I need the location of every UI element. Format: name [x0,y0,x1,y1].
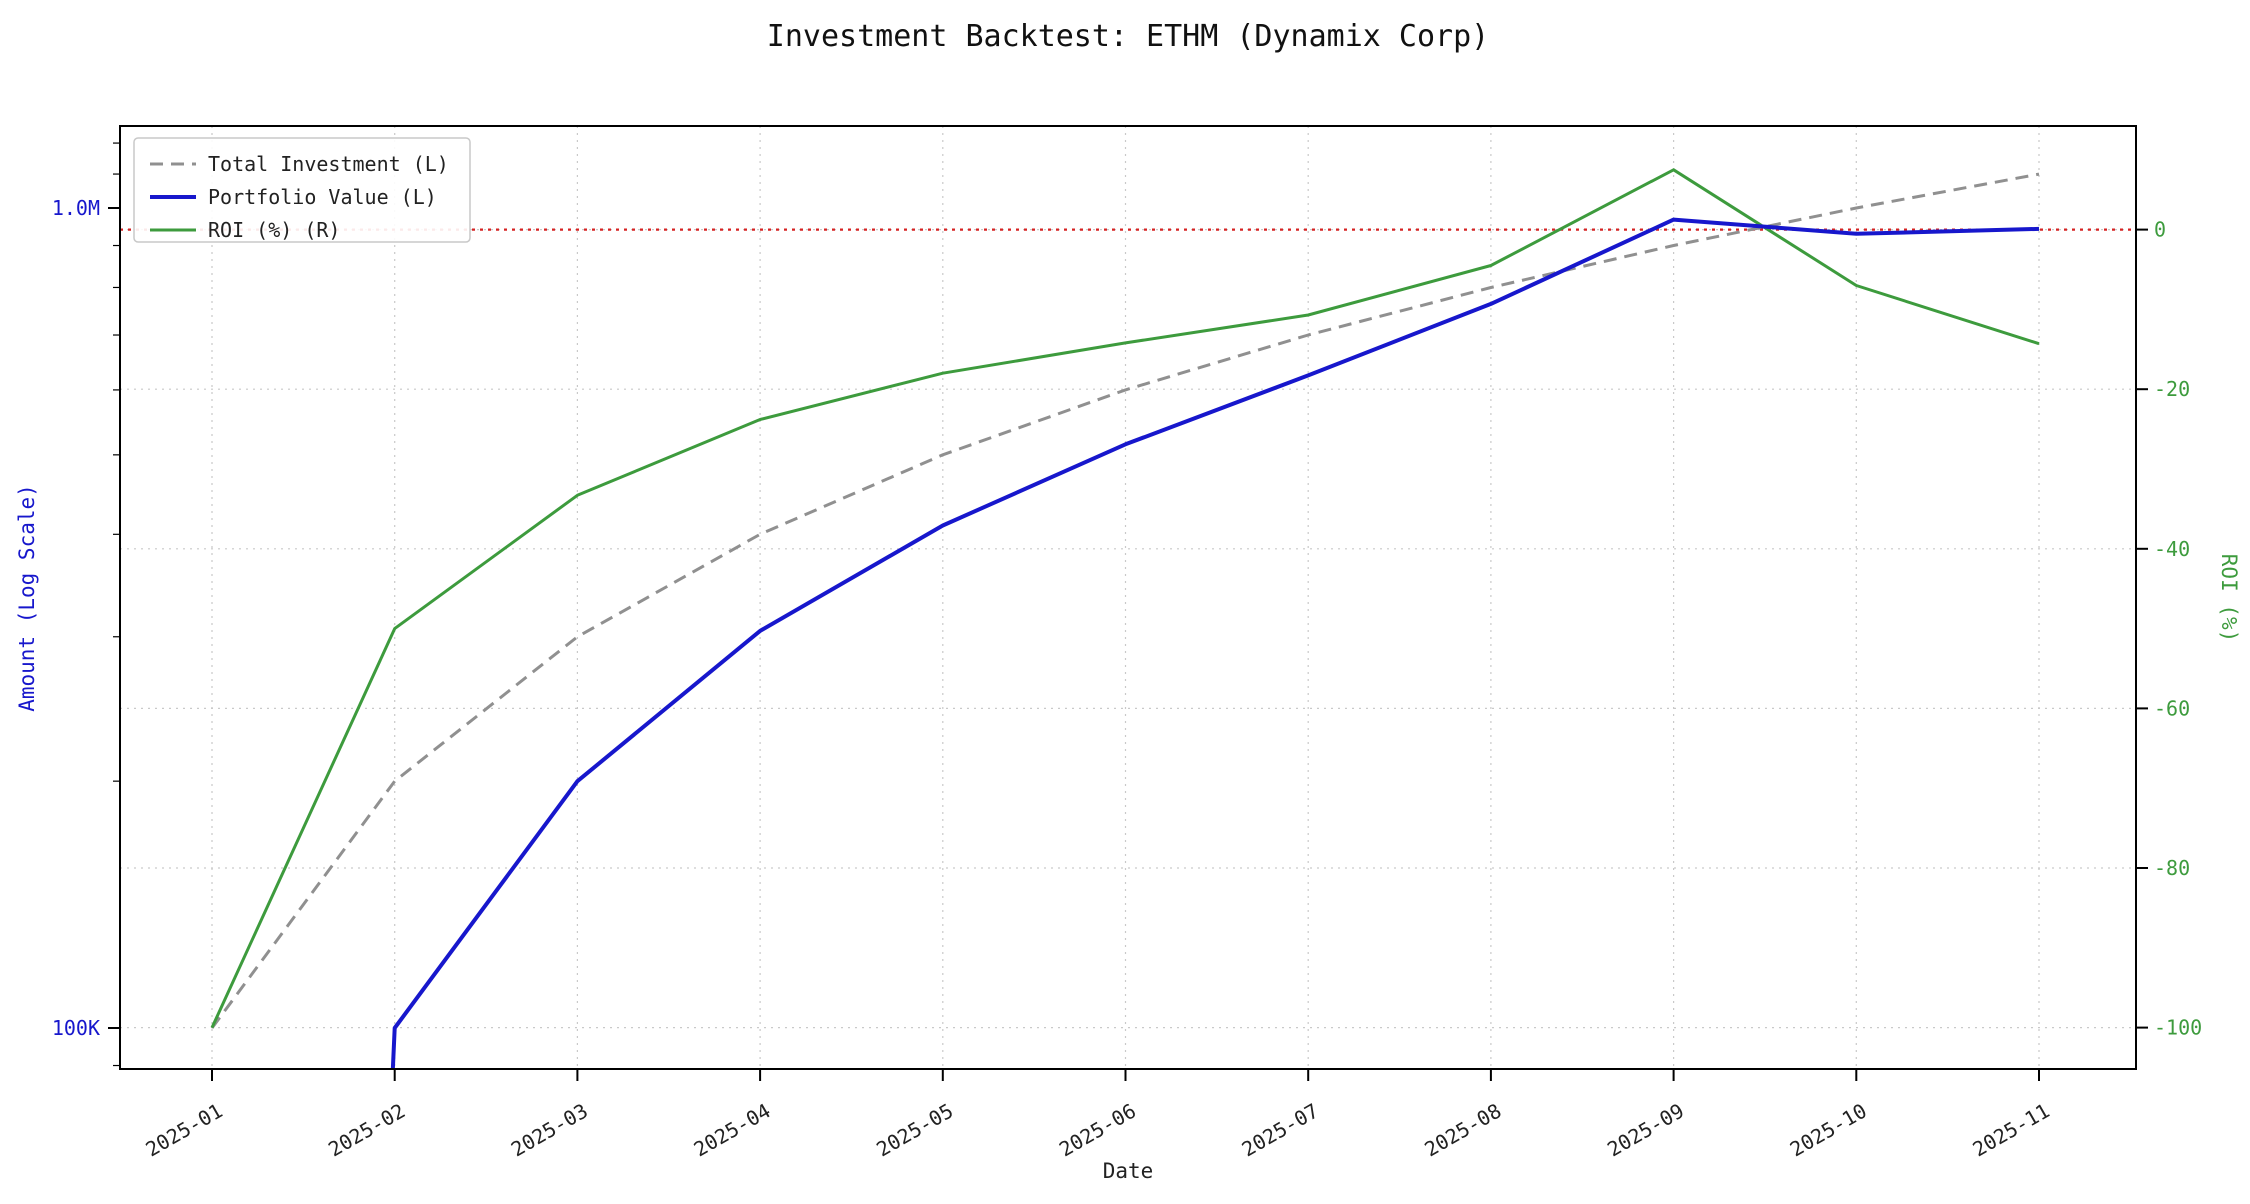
x-tick-label: 2025-05 [872,1099,957,1162]
gridlines [120,126,2136,1069]
right-tick-label: -100 [2154,1016,2202,1040]
x-tick-label: 2025-02 [324,1099,409,1162]
series-line-portfolio [390,217,2040,1069]
legend: Total Investment (L) Portfolio Value (L) R… [133,137,471,243]
x-tick-label: 2025-01 [141,1099,226,1162]
legend-label-roi: ROI (%) (R) [208,218,340,242]
x-tick-label: 2025-07 [1238,1099,1323,1162]
chart-title: Investment Backtest: ETHM (Dynamix Corp) [767,19,1489,54]
right-axis: 0 -20 -40 -60 -80 -100 [2136,218,2202,1040]
right-tick-label: -20 [2154,377,2190,401]
x-tick-label: 2025-06 [1055,1099,1140,1162]
left-tick-label: 1.0M [52,196,100,220]
legend-box [133,137,471,243]
x-tick-label: 2025-08 [1420,1099,1505,1162]
x-axis: 2025-01 2025-02 2025-03 2025-04 2025-05 2025-… [141,1069,2054,1162]
right-tick-label: -40 [2154,537,2190,561]
legend-label-portfolio: Portfolio Value (L) [208,185,437,209]
x-tick-label: 2025-11 [1968,1099,2053,1162]
left-axis: 1.0M 100K [52,142,120,1067]
y-axis-label-right: ROI (%) [2217,554,2241,643]
right-tick-label: -60 [2154,696,2190,720]
y-axis-label-left: Amount (Log Scale) [15,484,39,712]
x-axis-label: Date [1103,1159,1154,1183]
series-line-roi [210,168,2040,1029]
x-tick-label: 2025-09 [1603,1099,1688,1162]
x-tick-label: 2025-10 [1786,1099,1871,1162]
left-tick-label: 100K [52,1016,100,1040]
right-tick-label: 0 [2154,218,2166,242]
series-line-investment [210,172,2040,1029]
right-tick-label: -80 [2154,856,2190,880]
plot-border [119,125,2137,1070]
legend-label-investment: Total Investment (L) [208,152,449,176]
x-tick-label: 2025-03 [507,1099,592,1162]
x-tick-label: 2025-04 [690,1099,775,1162]
